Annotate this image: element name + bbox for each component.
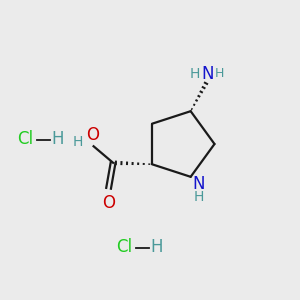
Text: H: H (52, 130, 64, 148)
Text: H: H (151, 238, 163, 256)
Text: O: O (102, 194, 115, 212)
Text: N: N (201, 65, 213, 83)
Text: Cl: Cl (116, 238, 133, 256)
Text: H: H (214, 67, 224, 80)
Text: Cl: Cl (17, 130, 34, 148)
Text: O: O (86, 126, 100, 144)
Text: H: H (194, 190, 204, 204)
Text: H: H (73, 135, 83, 149)
Text: N: N (193, 175, 205, 193)
Text: H: H (189, 67, 200, 81)
